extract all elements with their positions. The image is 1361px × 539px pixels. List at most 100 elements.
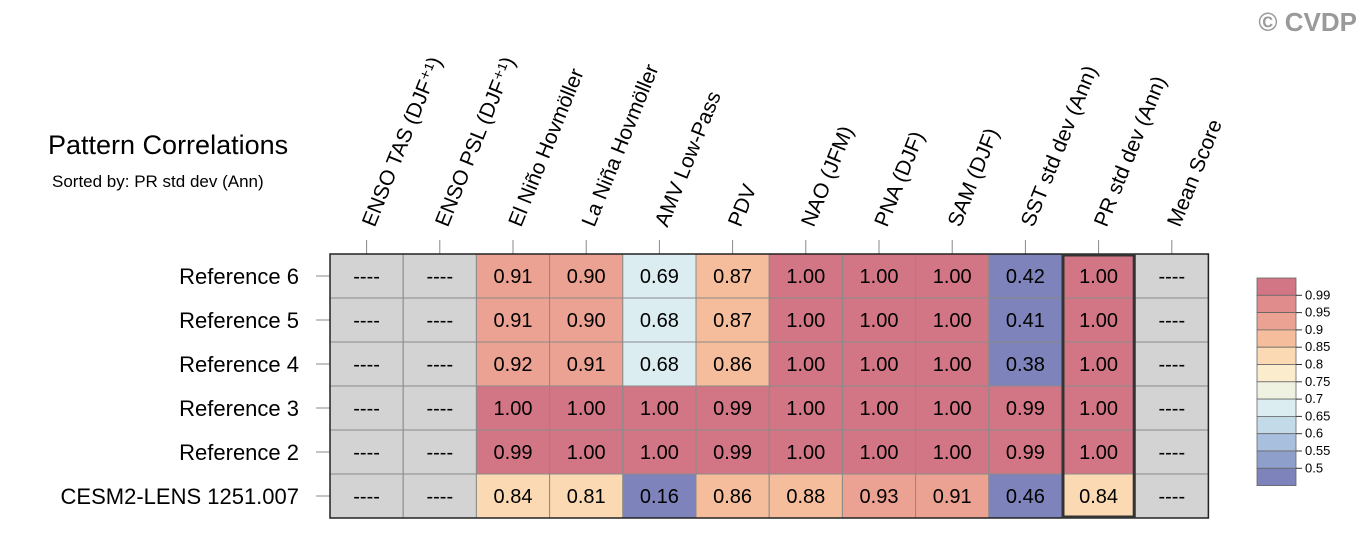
cell-value: ----	[426, 486, 453, 508]
column-label: Mean Score	[1163, 116, 1227, 230]
legend-swatch	[1256, 467, 1297, 486]
heatmap-cell	[549, 385, 624, 431]
column-label: ENSO PSL (DJF⁺¹)	[431, 54, 520, 230]
heatmap-cell	[841, 341, 917, 387]
legend-label: 0.7	[1305, 391, 1323, 406]
chart-subtitle: Sorted by: PR std dev (Ann)	[52, 172, 264, 191]
cell-value: ----	[1158, 398, 1185, 420]
cell-value: ----	[1158, 486, 1185, 508]
row-label: Reference 4	[179, 352, 299, 377]
legend-label: 0.99	[1305, 287, 1330, 302]
cell-value: 0.99	[713, 442, 752, 464]
cell-value: ----	[353, 310, 380, 332]
cell-value: 1.00	[933, 398, 972, 420]
cell-value: 1.00	[1079, 354, 1118, 376]
cell-value: ----	[353, 354, 380, 376]
heatmap-cell	[402, 341, 477, 387]
heatmap-cell	[1134, 341, 1209, 387]
heatmap-cell	[915, 429, 990, 475]
legend-swatch	[1256, 415, 1297, 435]
legend-swatch	[1256, 398, 1297, 417]
cell-value: 1.00	[933, 310, 972, 332]
highlighted-column-box	[1061, 253, 1136, 519]
cell-value: 0.86	[713, 486, 752, 508]
column-label: La Niña Hovmöller	[578, 61, 664, 230]
heatmap-cell	[1134, 473, 1209, 519]
cell-value: 0.99	[1006, 442, 1045, 464]
cell-value: ----	[353, 442, 380, 464]
cell-value: 0.91	[933, 486, 972, 508]
cell-value: 0.90	[567, 310, 606, 332]
cell-value: 1.00	[786, 398, 825, 420]
cell-value: ----	[353, 266, 380, 288]
heatmap-cell	[695, 297, 770, 343]
cell-value: 1.00	[1079, 442, 1118, 464]
legend-label: 0.75	[1305, 374, 1330, 389]
cell-value: 1.00	[786, 266, 825, 288]
cell-value: ----	[426, 354, 453, 376]
heatmap-cell	[329, 341, 404, 387]
cell-value: 0.38	[1006, 354, 1045, 376]
cell-value: 0.86	[713, 354, 752, 376]
column-label: AMV Low-Pass	[651, 88, 726, 230]
heatmap-cell	[549, 429, 624, 475]
cell-value: 0.16	[640, 486, 679, 508]
row-label: Reference 2	[179, 440, 299, 465]
heatmap-cell	[475, 473, 551, 519]
legend-label: 0.6	[1305, 426, 1323, 441]
cell-value: 1.00	[494, 398, 533, 420]
column-label: El Niño Hovmöller	[504, 65, 588, 229]
cell-value: 0.91	[567, 354, 606, 376]
cell-value: 1.00	[567, 398, 606, 420]
row-label: Reference 3	[179, 396, 299, 421]
cell-value: 0.99	[494, 442, 533, 464]
cell-value: 0.99	[1006, 398, 1045, 420]
cell-value: 0.90	[567, 266, 606, 288]
cell-value: 1.00	[860, 266, 899, 288]
heatmap-cell	[549, 297, 624, 343]
legend-label: 0.55	[1305, 443, 1330, 458]
heatmap-cells: ---- ---- 0.91 0.90 0.69 0.87 1.00 1.00 1.00 0.42…	[329, 253, 1210, 519]
cell-value: 1.00	[933, 442, 972, 464]
heatmap-cell	[768, 341, 843, 387]
cell-value: 0.68	[640, 354, 679, 376]
column-label: SAM (DJF)	[944, 125, 1004, 230]
column-label: PR std dev (Ann)	[1090, 73, 1171, 230]
cell-value: 0.88	[786, 486, 825, 508]
cell-value: 0.87	[713, 310, 752, 332]
heatmap-cell	[695, 473, 770, 519]
cell-value: 0.41	[1006, 310, 1045, 332]
heatmap-cell	[841, 385, 917, 431]
heatmap-cell	[988, 385, 1063, 431]
column-label: NAO (JFM)	[797, 123, 858, 230]
cell-value: 1.00	[860, 310, 899, 332]
column-label: ENSO TAS (DJF⁺¹)	[358, 54, 447, 230]
cell-value: 1.00	[860, 398, 899, 420]
legend-swatch	[1256, 294, 1297, 313]
cell-value: 1.00	[1079, 398, 1118, 420]
cell-value: 0.93	[860, 486, 899, 508]
cell-value: 1.00	[1079, 310, 1118, 332]
cell-value: ----	[353, 486, 380, 508]
heatmap-cell	[329, 297, 404, 343]
column-label: PNA (DJF)	[870, 128, 929, 230]
cell-value: 1.00	[786, 442, 825, 464]
cell-value: 0.84	[494, 486, 533, 508]
legend-label: 0.5	[1305, 460, 1323, 475]
cell-value: 0.46	[1006, 486, 1045, 508]
legend-swatch	[1256, 433, 1297, 452]
heatmap-cell	[622, 297, 697, 343]
heatmap-cell	[329, 429, 404, 475]
heatmap-cell	[768, 297, 843, 343]
heatmap-cell	[402, 473, 477, 519]
legend-label: 0.9	[1305, 322, 1323, 337]
cvdp-watermark: © CVDP	[1258, 7, 1357, 37]
cell-value: 0.91	[494, 266, 533, 288]
legend-swatch	[1256, 364, 1297, 383]
cell-value: 1.00	[1079, 266, 1118, 288]
cell-value: 1.00	[860, 442, 899, 464]
column-label: SST std dev (Ann)	[1017, 63, 1102, 230]
legend-swatch	[1256, 329, 1297, 348]
row-labels: Reference 6 Reference 5 Reference 4 Referen…	[61, 264, 330, 509]
